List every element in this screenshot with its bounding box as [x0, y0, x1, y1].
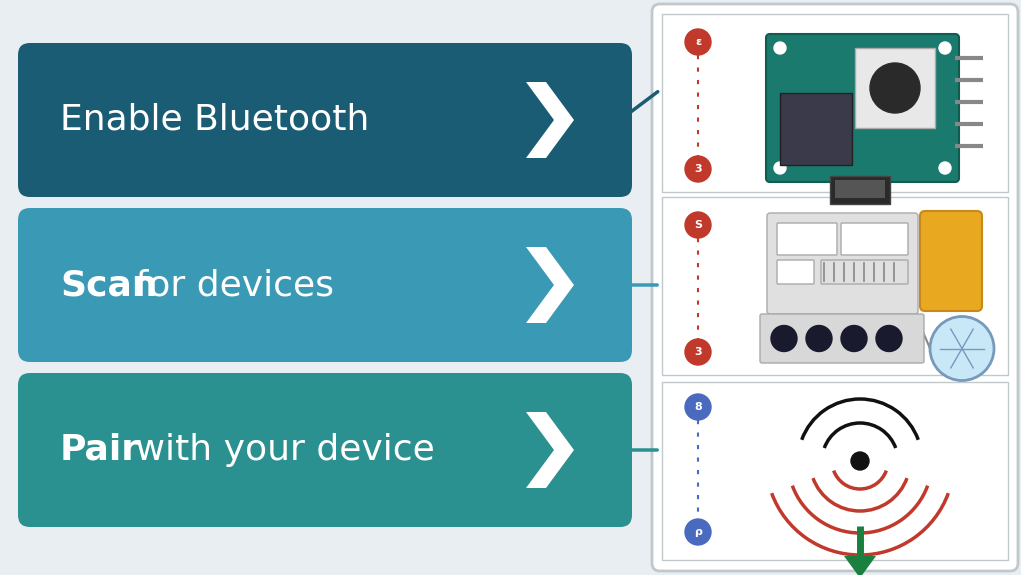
FancyBboxPatch shape [662, 382, 1008, 560]
Circle shape [876, 325, 902, 351]
FancyBboxPatch shape [18, 43, 632, 197]
FancyBboxPatch shape [821, 260, 908, 284]
Polygon shape [526, 247, 574, 323]
Text: Enable Bluetooth: Enable Bluetooth [60, 103, 370, 137]
Circle shape [685, 156, 711, 182]
Circle shape [771, 325, 797, 351]
Circle shape [850, 452, 869, 470]
FancyBboxPatch shape [841, 223, 908, 255]
FancyBboxPatch shape [767, 213, 918, 314]
FancyBboxPatch shape [777, 260, 814, 284]
Text: Scan: Scan [60, 268, 157, 302]
Circle shape [841, 325, 867, 351]
FancyBboxPatch shape [777, 223, 837, 255]
FancyBboxPatch shape [855, 48, 935, 128]
FancyBboxPatch shape [652, 4, 1018, 571]
Text: 3: 3 [694, 164, 701, 174]
Polygon shape [526, 412, 574, 488]
FancyBboxPatch shape [662, 14, 1008, 192]
Circle shape [806, 325, 832, 351]
Text: ρ: ρ [694, 527, 702, 537]
Circle shape [939, 162, 951, 174]
FancyBboxPatch shape [920, 211, 982, 311]
Circle shape [685, 394, 711, 420]
FancyBboxPatch shape [830, 176, 890, 204]
Polygon shape [526, 82, 574, 158]
Circle shape [685, 29, 711, 55]
FancyBboxPatch shape [766, 34, 959, 182]
Circle shape [939, 42, 951, 54]
FancyBboxPatch shape [662, 197, 1008, 375]
Circle shape [930, 316, 994, 381]
Circle shape [870, 63, 920, 113]
Text: with your device: with your device [125, 433, 435, 467]
Text: for devices: for devices [125, 268, 335, 302]
Text: Pair: Pair [60, 433, 140, 467]
Circle shape [685, 339, 711, 365]
Text: S: S [694, 220, 702, 230]
Circle shape [685, 212, 711, 238]
Circle shape [774, 42, 786, 54]
Circle shape [685, 519, 711, 545]
Circle shape [774, 162, 786, 174]
FancyBboxPatch shape [780, 93, 852, 165]
FancyBboxPatch shape [835, 180, 885, 198]
Polygon shape [844, 556, 876, 575]
FancyBboxPatch shape [18, 208, 632, 362]
Text: 8: 8 [694, 402, 701, 412]
Text: ε: ε [695, 37, 701, 47]
Text: 3: 3 [694, 347, 701, 357]
FancyBboxPatch shape [18, 373, 632, 527]
FancyBboxPatch shape [760, 314, 924, 363]
